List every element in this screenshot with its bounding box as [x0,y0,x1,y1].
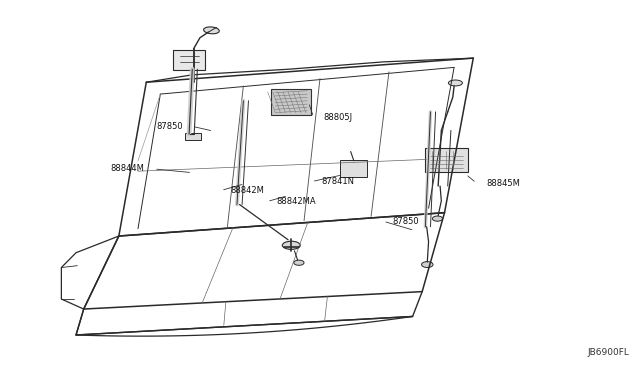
Ellipse shape [449,80,463,86]
Text: 87841N: 87841N [321,177,355,186]
Ellipse shape [422,262,433,267]
Ellipse shape [433,216,443,221]
Text: 87850: 87850 [156,122,182,131]
FancyBboxPatch shape [184,134,201,140]
Text: 88844M: 88844M [111,164,145,173]
FancyBboxPatch shape [271,89,311,115]
FancyBboxPatch shape [173,49,205,70]
Text: 87850: 87850 [393,217,419,226]
Ellipse shape [282,241,300,249]
Ellipse shape [204,27,220,34]
Ellipse shape [294,260,304,265]
Text: 88842MA: 88842MA [276,197,316,206]
FancyBboxPatch shape [340,160,367,177]
FancyBboxPatch shape [426,148,467,172]
Text: 88805J: 88805J [323,113,352,122]
Text: JB6900FL: JB6900FL [588,348,630,357]
Text: 88845M: 88845M [486,179,520,187]
Text: 88842M: 88842M [230,186,264,195]
